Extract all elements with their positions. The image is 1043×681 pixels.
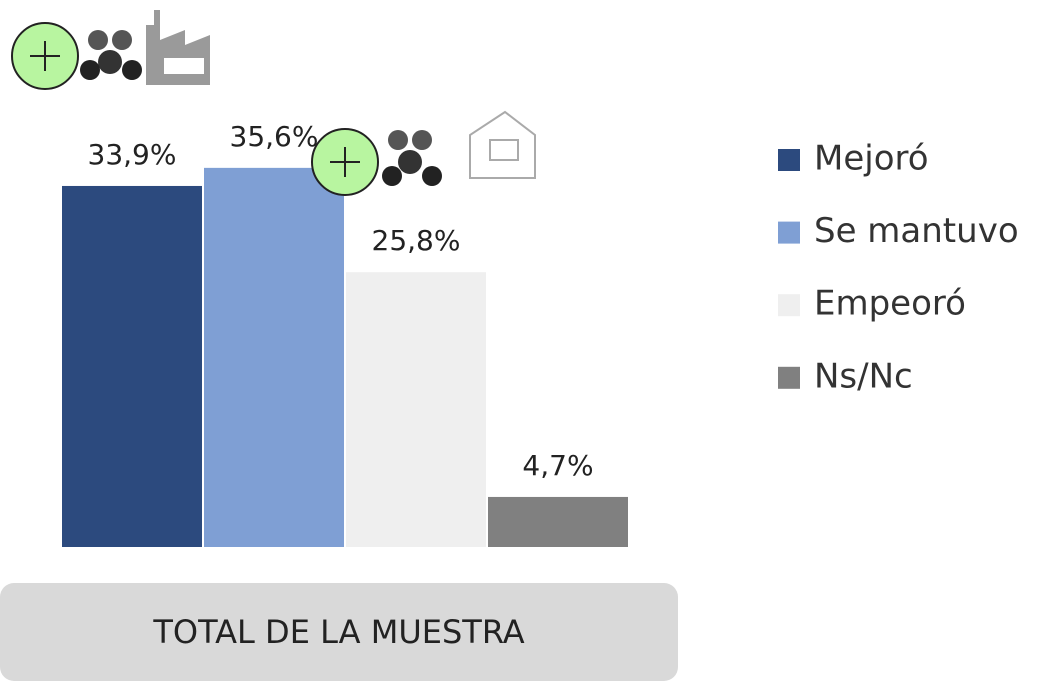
- legend-label: Ns/Nc: [814, 356, 913, 396]
- legend-swatch: [778, 221, 800, 244]
- legend-label: Se mantuvo: [814, 211, 1019, 251]
- category-box: [0, 583, 678, 681]
- data-label: 35,6%: [230, 120, 319, 153]
- icon-office: [311, 110, 536, 196]
- bar: [204, 167, 344, 548]
- bar: [62, 185, 202, 547]
- legend-swatch: [778, 294, 800, 317]
- bar: [488, 496, 628, 547]
- icon-industry: [11, 10, 210, 90]
- legend-label: Mejoró: [814, 139, 929, 179]
- legend-swatch: [778, 149, 800, 171]
- data-label: 33,9%: [88, 138, 177, 171]
- bar: [346, 272, 486, 547]
- legend-swatch: [778, 366, 800, 389]
- category-label: TOTAL DE LA MUESTRA: [152, 613, 524, 651]
- data-label: 25,8%: [372, 224, 461, 257]
- legend-label: Empeoró: [814, 284, 966, 324]
- data-label: 4,7%: [522, 449, 593, 482]
